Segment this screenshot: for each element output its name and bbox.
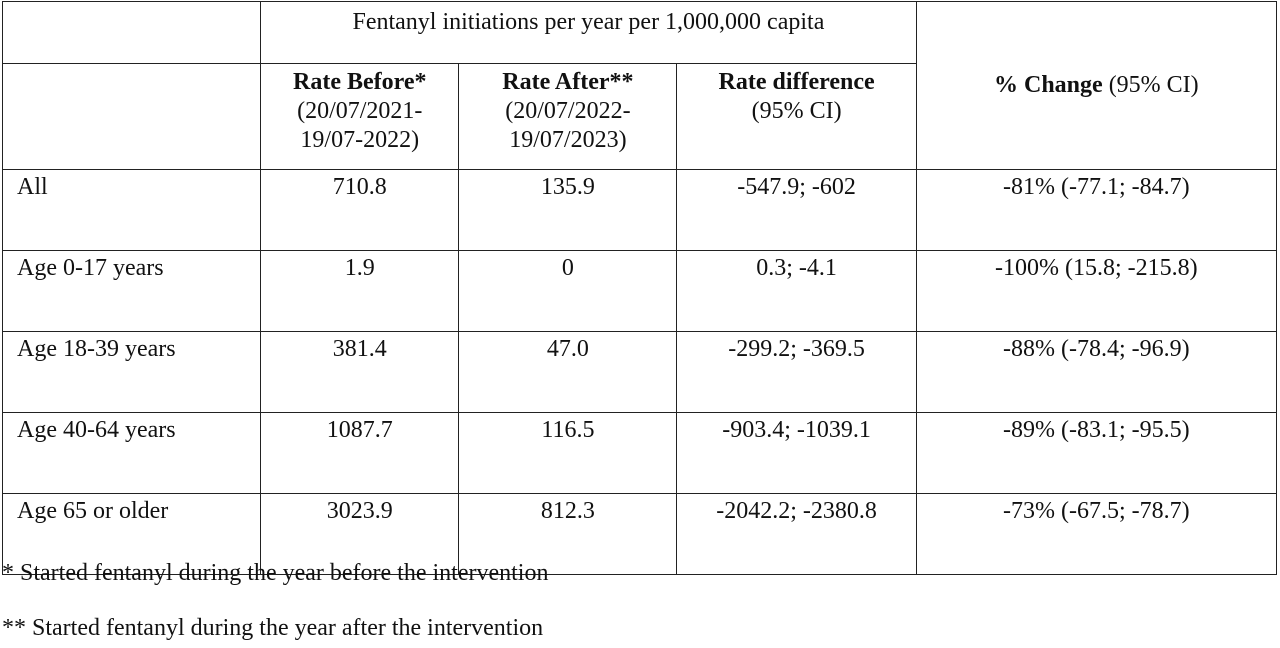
- table-row: Age 40-64 years 1087.7 116.5 -903.4; -10…: [1, 412, 1278, 494]
- rate-difference-header: Rate difference (95% CI): [676, 63, 917, 170]
- pct-change-header: % Change (95% CI): [915, 1, 1278, 170]
- rate-after-cell: 116.5: [458, 412, 678, 494]
- rate-before-period-end: 19/07-2022): [300, 127, 420, 153]
- row-label: Age 65 or older: [1, 493, 262, 575]
- pct-change-cell: -81% (-77.1; -84.7): [915, 169, 1278, 251]
- pct-change-cell: -88% (-78.4; -96.9): [915, 331, 1278, 413]
- rate-after-cell: 812.3: [458, 493, 678, 575]
- group-header-cell: Fentanyl initiations per year per 1,000,…: [260, 1, 917, 64]
- empty-corner-cell: [1, 1, 262, 64]
- pct-change-cell: -100% (15.8; -215.8): [915, 250, 1278, 332]
- rate-difference-label: Rate difference: [718, 69, 875, 95]
- pct-change-label: % Change: [994, 72, 1103, 98]
- empty-row-label-header: [1, 63, 262, 170]
- rate-difference-cell: -2042.2; -2380.8: [676, 493, 917, 575]
- rate-difference-ci-label: (95% CI): [751, 98, 842, 124]
- pct-change-ci-label: (95% CI): [1102, 72, 1199, 98]
- rate-after-period-start: (20/07/2022-: [505, 98, 631, 124]
- pct-change-cell: -73% (-67.5; -78.7): [915, 493, 1278, 575]
- rate-before-cell: 710.8: [260, 169, 460, 251]
- rate-before-cell: 3023.9: [260, 493, 460, 575]
- table-group-header-row: Fentanyl initiations per year per 1,000,…: [1, 1, 1278, 170]
- row-label: Age 18-39 years: [1, 331, 262, 413]
- footnote-before: * Started fentanyl during the year befor…: [2, 560, 549, 586]
- rate-after-cell: 47.0: [458, 331, 678, 413]
- table-row: Age 18-39 years 381.4 47.0 -299.2; -369.…: [1, 331, 1278, 413]
- rate-before-cell: 381.4: [260, 331, 460, 413]
- rate-before-cell: 1087.7: [260, 412, 460, 494]
- row-label: Age 0-17 years: [1, 250, 262, 332]
- table-column-header-row: Rate Before* (20/07/2021- 19/07-2022) Ra…: [1, 63, 1277, 170]
- rate-difference-cell: 0.3; -4.1: [676, 250, 917, 332]
- row-label: Age 40-64 years: [1, 412, 262, 494]
- rate-before-label: Rate Before*: [293, 69, 427, 95]
- rate-before-cell: 1.9: [260, 250, 460, 332]
- rate-difference-cell: -547.9; -602: [676, 169, 917, 251]
- row-label: All: [1, 169, 262, 251]
- rate-before-header: Rate Before* (20/07/2021- 19/07-2022): [260, 63, 460, 170]
- fentanyl-rates-table: Fentanyl initiations per year per 1,000,…: [1, 1, 1278, 575]
- pct-change-cell: -89% (-83.1; -95.5): [915, 412, 1278, 494]
- rate-after-period-end: 19/07/2023): [509, 127, 627, 153]
- rate-after-cell: 135.9: [458, 169, 678, 251]
- table-row: Age 65 or older 3023.9 812.3 -2042.2; -2…: [1, 493, 1278, 575]
- rate-after-label: Rate After**: [502, 69, 634, 95]
- footnote-after: ** Started fentanyl during the year afte…: [2, 615, 544, 641]
- rate-after-header: Rate After** (20/07/2022- 19/07/2023): [458, 63, 678, 170]
- table-row: Age 0-17 years 1.9 0 0.3; -4.1 -100% (15…: [1, 250, 1278, 332]
- rate-before-period-start: (20/07/2021-: [297, 98, 423, 124]
- rate-difference-cell: -903.4; -1039.1: [676, 412, 917, 494]
- table-row: All 710.8 135.9 -547.9; -602 -81% (-77.1…: [1, 169, 1278, 251]
- rate-difference-cell: -299.2; -369.5: [676, 331, 917, 413]
- rate-after-cell: 0: [458, 250, 678, 332]
